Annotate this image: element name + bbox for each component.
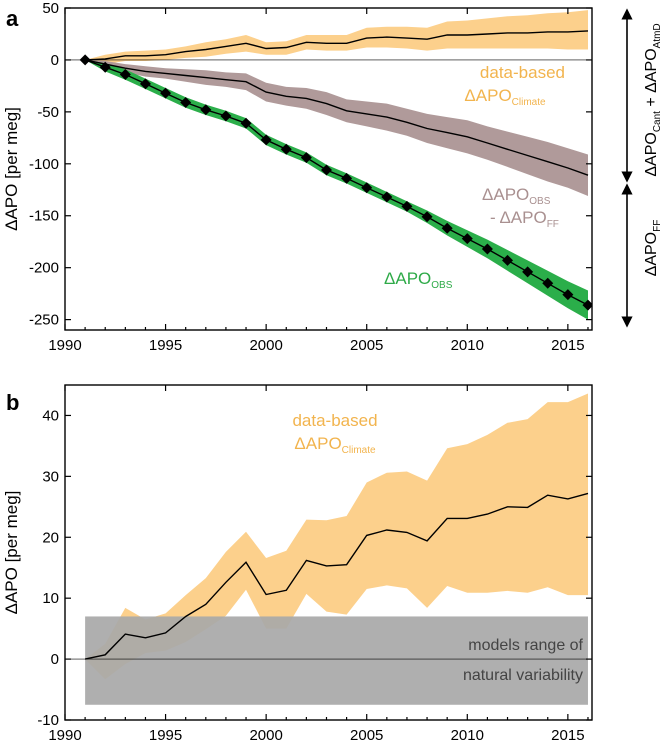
obs-diamond-marker [441, 222, 453, 234]
panel-b-ytick-label: 0 [51, 651, 59, 668]
obs-diamond-marker [280, 143, 292, 155]
natural-variability-label-2: natural variability [463, 667, 583, 684]
label-obs-green: ΔAPOOBS [384, 269, 453, 291]
side-label-atmd-sub: AtmD [652, 23, 660, 48]
label-climate-sub: Climate [512, 97, 546, 108]
label-obs: ΔAPOOBS [482, 185, 551, 207]
side-label-cant-main: ΔAPO [643, 132, 660, 176]
label-obs-green-sub: OBS [431, 280, 452, 291]
panel-a-plot-area [79, 10, 592, 320]
obs-diamond-marker [180, 97, 192, 109]
band-obs-minus-ff [85, 59, 588, 197]
obs-diamond-marker [361, 182, 373, 194]
panel-a-ytick-label: -200 [29, 260, 59, 277]
obs-diamond-marker [562, 289, 574, 301]
obs-diamond-marker [200, 104, 212, 116]
panel-b-ytick-label: -10 [37, 712, 59, 729]
panel-a-plot-frame [64, 7, 593, 331]
label-minus-ff-main: - ΔAPO [490, 208, 547, 227]
obs-diamond-marker [99, 61, 111, 73]
obs-diamond-marker [341, 172, 353, 184]
panel-b-xtick-label: 1995 [149, 727, 182, 744]
panel-b-ytick-label: 40 [42, 407, 59, 424]
obs-diamond-marker [542, 277, 554, 289]
obs-diamond-marker [220, 110, 232, 122]
obs-diamond-marker [381, 191, 393, 203]
label-minus-ff-sub: FF [547, 219, 559, 230]
panel-a-ytick-label: -150 [29, 208, 59, 225]
obs-diamond-marker [421, 211, 433, 223]
panel-a: 50 0 -50 -100 -150 -200 -250 1990 1995 2000 2005 20… [2, 0, 660, 354]
label-climate-prefix: data-based [480, 63, 565, 82]
obs-diamond-marker [320, 164, 332, 176]
label-minus-ff: - ΔAPOFF [490, 208, 559, 230]
band-climate [85, 10, 588, 65]
obs-diamond-marker [461, 233, 473, 245]
side-label-cant-sub: Cant [652, 111, 660, 132]
obs-diamond-marker [260, 134, 272, 146]
panel-b-plot-frame [64, 384, 593, 721]
obs-diamond-marker [481, 243, 493, 255]
side-label-ff-main: ΔAPO [643, 232, 660, 276]
band-climate-b [85, 393, 588, 680]
panel-b-xtick-label: 2005 [350, 727, 383, 744]
label-climate-b-main: ΔAPO [294, 434, 341, 453]
panel-b-xtick-label: 2000 [249, 727, 282, 744]
label-climate-b: ΔAPOClimate [294, 434, 376, 456]
label-climate-b-sub: Climate [342, 445, 376, 456]
panel-a-xtick-label: 2000 [249, 337, 282, 354]
obs-diamond-marker [300, 152, 312, 164]
panel-a-xtick-label: 1995 [149, 337, 182, 354]
line-climate [85, 30, 589, 61]
obs-diamond-marker [502, 254, 514, 266]
panel-a-xtick-label: 2010 [451, 337, 484, 354]
panel-b-xtick-label: 2015 [551, 727, 584, 744]
natural-variability-band [85, 616, 588, 705]
side-label-plus: + ΔAPO [643, 48, 660, 111]
panel-a-xtick-label: 2005 [350, 337, 383, 354]
obs-diamond-marker [522, 266, 534, 278]
panel-a-xtick-label: 1990 [48, 337, 81, 354]
panel-a-label: a [6, 6, 19, 31]
natural-variability-label-1: models range of [468, 637, 583, 654]
obs-diamond-marker [240, 117, 252, 129]
obs-diamond-marker [160, 87, 172, 99]
panel-b-xtick-label: 2010 [451, 727, 484, 744]
side-label-ff: ΔAPOFF [643, 220, 660, 277]
panel-a-ytick-label: -100 [29, 156, 59, 173]
side-label-ff-sub: FF [652, 220, 660, 232]
panel-b-label: b [6, 390, 19, 415]
panel-a-ylabel: ΔAPO [per meg] [2, 107, 21, 231]
label-climate-b-prefix: data-based [292, 411, 377, 430]
panel-a-ytick-label: 50 [42, 0, 59, 17]
panel-b-ytick-label: 30 [42, 468, 59, 485]
label-climate: ΔAPOClimate [464, 86, 546, 108]
panel-a-ytick-label: -250 [29, 312, 59, 329]
label-obs-main: ΔAPO [482, 185, 529, 204]
label-obs-green-main: ΔAPO [384, 269, 431, 288]
panel-a-ytick-label: -50 [37, 104, 59, 121]
label-climate-main: ΔAPO [464, 86, 511, 105]
panel-a-xtick-label: 2015 [551, 337, 584, 354]
panel-b-ytick-label: 10 [42, 590, 59, 607]
line-climate-b [84, 492, 589, 660]
panel-b-xtick-label: 1990 [48, 727, 81, 744]
label-obs-sub: OBS [529, 196, 550, 207]
line-obs-minus-ff [84, 59, 589, 176]
side-label-cant-atmd: ΔAPOCant + ΔAPOAtmD [643, 23, 660, 176]
panel-b-ytick-label: 20 [42, 529, 59, 546]
obs-diamond-marker [401, 200, 413, 212]
panel-b-ylabel: ΔAPO [per meg] [2, 491, 21, 615]
panel-a-ytick-label: 0 [51, 52, 59, 69]
obs-diamond-marker [139, 78, 151, 90]
obs-diamond-marker [119, 68, 131, 80]
obs-diamond-marker [582, 299, 592, 311]
panel-b-plot-area [84, 393, 589, 705]
